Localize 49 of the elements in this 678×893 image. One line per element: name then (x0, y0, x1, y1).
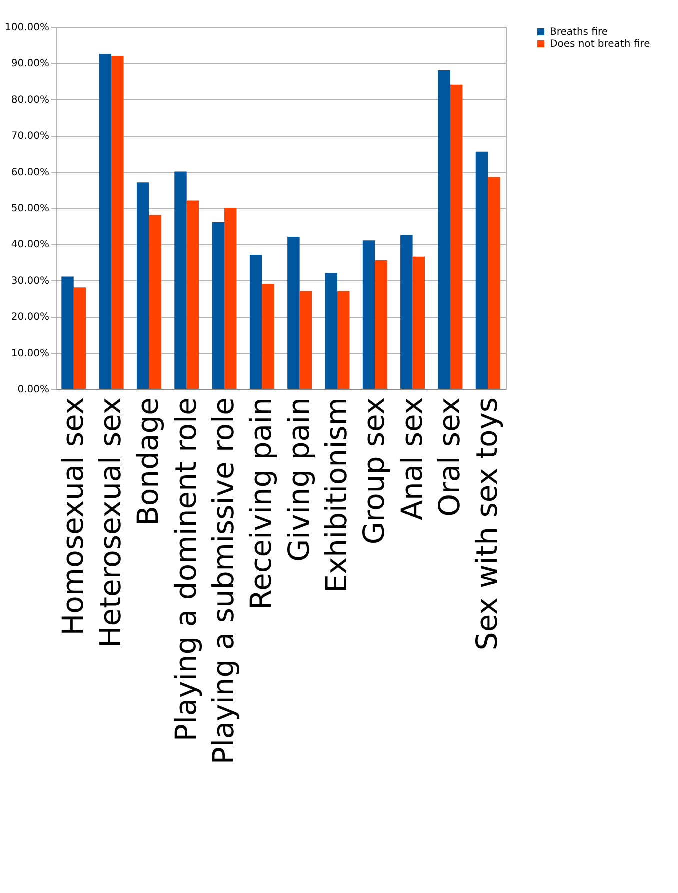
bar (186, 200, 200, 389)
bar (112, 56, 124, 389)
x-tick-label: Giving pain (282, 398, 316, 562)
x-tick-label: Oral sex (432, 398, 466, 517)
y-tick-label: 100.00% (5, 22, 50, 34)
x-tick-label: Heterosexual sex (94, 398, 128, 648)
bar (337, 291, 350, 389)
bar (488, 177, 500, 389)
bar (438, 70, 450, 389)
bar (400, 235, 413, 389)
bar (412, 256, 426, 389)
bar (149, 215, 162, 389)
y-tick-label: 10.00% (11, 348, 50, 360)
x-tick-label: Group sex (357, 398, 392, 545)
x-tick-label: Playing a submissive role (206, 398, 241, 765)
bar (375, 260, 388, 389)
bar (325, 273, 338, 389)
x-tick-label: Sex with sex toys (470, 398, 504, 651)
bar (262, 284, 274, 389)
bar (300, 291, 312, 389)
y-tick-label: 80.00% (11, 94, 50, 106)
bar (174, 172, 187, 389)
y-tick-label: 90.00% (11, 58, 50, 70)
bar (62, 276, 74, 389)
legend-label: Breaths fire (550, 27, 608, 38)
y-tick-label: 30.00% (11, 276, 50, 287)
x-tick-label: Homosexual sex (56, 398, 90, 636)
bar (362, 240, 376, 389)
bar (450, 84, 463, 389)
y-tick-label: 70.00% (11, 131, 50, 142)
bar (99, 54, 112, 389)
x-tick-label: Bondage (131, 398, 166, 526)
bar (136, 182, 150, 389)
x-tick-label: Playing a dominent role (168, 398, 203, 742)
bar (74, 288, 86, 389)
y-tick-label: 60.00% (11, 167, 50, 178)
bar (224, 208, 237, 389)
y-tick-label: 50.00% (11, 204, 50, 214)
x-tick-label: Exhibitionism (319, 398, 354, 593)
x-tick-label: Receiving pain (244, 398, 278, 610)
bar (288, 236, 300, 389)
bar (476, 152, 488, 389)
legend-label: Does not breath fire (550, 39, 650, 50)
bar (250, 255, 262, 389)
y-tick-label: 0.00% (18, 384, 50, 396)
y-tick-label: 20.00% (11, 312, 50, 324)
bar (212, 222, 225, 389)
x-tick-label: Anal sex (394, 398, 429, 520)
y-tick-label: 40.00% (11, 240, 50, 251)
